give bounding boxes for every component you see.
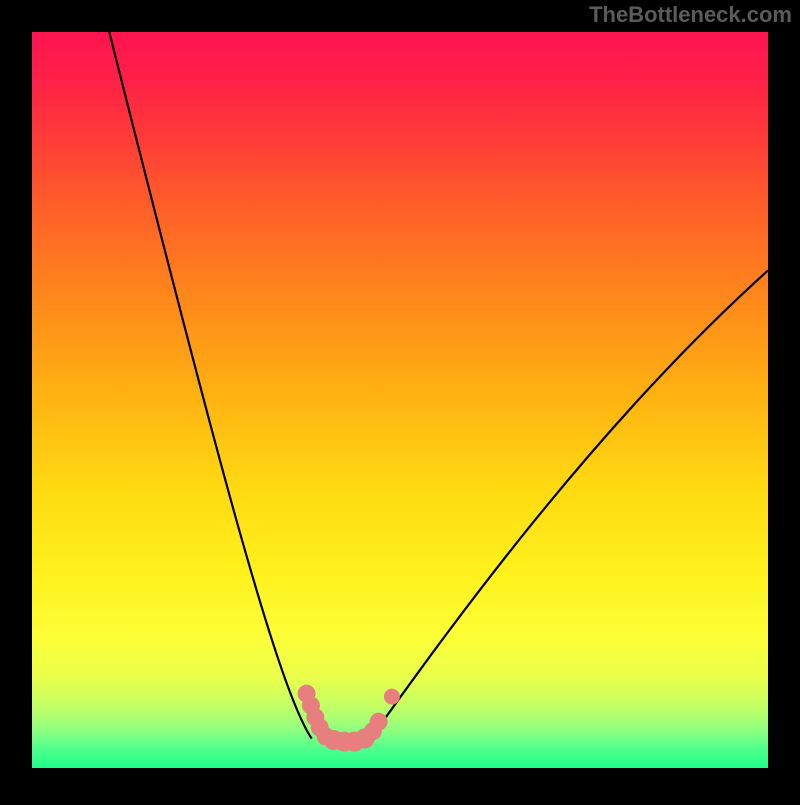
chart-svg: [0, 0, 800, 800]
chart-container: TheBottleneck.com: [0, 0, 800, 800]
marker-dot: [384, 689, 400, 705]
marker-dot: [370, 713, 388, 731]
plot-area: [32, 32, 768, 768]
watermark-text: TheBottleneck.com: [589, 2, 792, 28]
